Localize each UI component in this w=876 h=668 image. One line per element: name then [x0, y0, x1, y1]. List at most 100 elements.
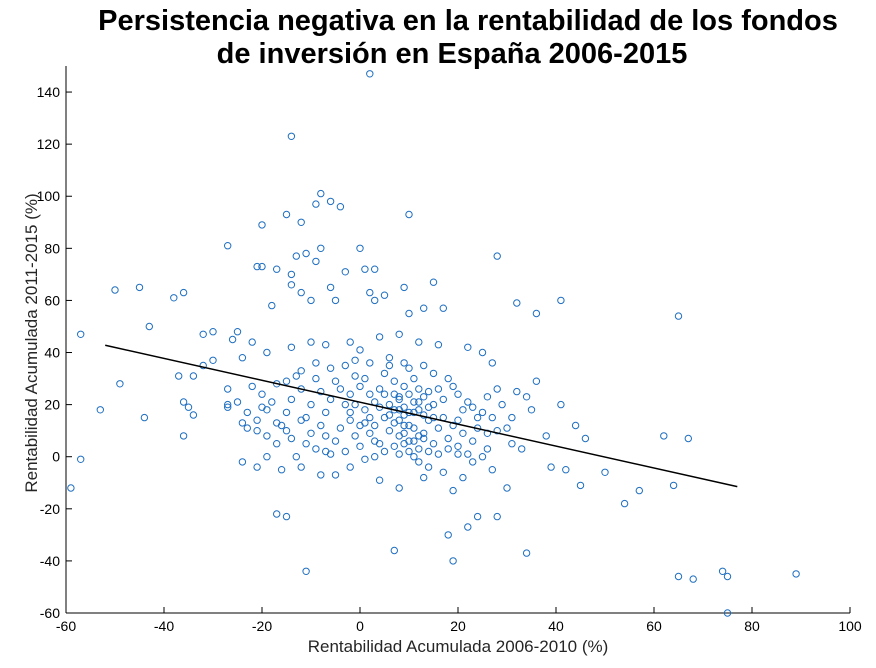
data-point: [542, 432, 550, 440]
data-point: [361, 419, 369, 427]
data-point: [410, 424, 418, 432]
data-point: [189, 372, 198, 380]
data-point: [351, 356, 359, 364]
data-point: [96, 406, 105, 414]
data-point: [263, 432, 271, 440]
data-point: [415, 398, 423, 406]
chart-title: Persistencia negativa en la rentabilidad…: [98, 5, 838, 70]
data-point: [449, 421, 457, 430]
data-point: [307, 429, 315, 437]
x-tick-label: 40: [548, 618, 564, 634]
data-point: [297, 367, 305, 375]
data-point: [400, 440, 408, 448]
data-point: [488, 359, 496, 367]
data-point: [410, 408, 418, 417]
data-point: [297, 218, 305, 227]
data-point: [434, 385, 443, 393]
data-point: [302, 249, 310, 258]
data-point: [513, 387, 521, 396]
data-point: [415, 406, 423, 414]
data-point: [410, 453, 418, 461]
data-point: [464, 398, 472, 406]
plot-area: -60 -40 -20 0 20 40 60 80 100 -60 -40 -20 0 20 40 60 80…: [37, 66, 862, 634]
data-point: [317, 189, 325, 198]
data-point: [361, 265, 369, 273]
data-point: [532, 377, 541, 385]
data-point: [400, 429, 408, 437]
data-point: [356, 346, 364, 354]
data-point: [562, 466, 570, 474]
data-point: [253, 262, 261, 271]
data-point: [224, 403, 232, 411]
data-point: [111, 286, 119, 294]
data-point: [273, 265, 281, 273]
data-point: [723, 609, 732, 617]
data-point: [385, 354, 394, 362]
data-point: [395, 416, 403, 424]
data-point: [444, 531, 452, 539]
data-point: [449, 382, 457, 391]
x-axis-label: Rentabilidad Acumulada 2006-2010 (%): [308, 637, 609, 656]
data-point: [366, 429, 374, 437]
data-point: [429, 440, 438, 448]
data-point: [297, 463, 305, 471]
data-point: [415, 445, 423, 453]
data-point: [478, 408, 487, 417]
data-point: [371, 265, 379, 273]
data-point: [439, 395, 447, 404]
data-point: [503, 484, 511, 492]
y-axis-label: Rentabilidad Acumulada 2011-2015 (%): [22, 193, 41, 492]
data-point: [400, 283, 408, 292]
data-point: [312, 257, 320, 266]
data-point: [395, 432, 403, 440]
data-point: [571, 421, 580, 430]
data-point: [282, 210, 291, 219]
data-point: [469, 403, 477, 411]
data-point: [282, 408, 291, 417]
data-point: [243, 424, 252, 432]
data-point: [464, 523, 472, 531]
data-point: [361, 455, 369, 463]
data-point: [415, 458, 423, 466]
y-tick-label: -60: [40, 605, 60, 621]
data-point: [77, 330, 85, 338]
x-tick-label: 80: [744, 618, 760, 634]
data-point: [429, 369, 438, 378]
data-point: [317, 387, 325, 396]
data-point: [326, 364, 335, 372]
data-point: [469, 458, 477, 466]
data-point: [424, 447, 433, 456]
data-point: [331, 296, 340, 305]
data-point: [434, 424, 443, 432]
data-point: [371, 437, 379, 445]
data-point: [287, 343, 296, 351]
data-point: [424, 403, 433, 411]
data-point: [336, 203, 345, 211]
data-point: [346, 338, 354, 346]
data-point: [434, 450, 443, 458]
data-point: [674, 312, 683, 320]
data-point: [361, 374, 369, 383]
trend-line: [105, 344, 738, 488]
data-point: [322, 408, 330, 417]
data-point: [209, 328, 217, 336]
data-point: [660, 432, 668, 440]
data-point: [478, 348, 487, 357]
data-point: [351, 372, 359, 380]
data-point: [674, 572, 683, 581]
data-point: [532, 309, 541, 318]
data-point: [277, 466, 286, 474]
data-point: [243, 408, 252, 417]
data-point: [292, 453, 300, 461]
data-point: [454, 442, 462, 450]
data-point: [263, 453, 271, 461]
data-point: [395, 484, 403, 492]
data-point: [493, 385, 501, 393]
data-point: [263, 348, 271, 357]
data-point: [444, 445, 452, 453]
data-point: [410, 437, 418, 445]
data-point: [601, 468, 609, 476]
data-point: [380, 369, 389, 378]
y-tick-label: 120: [37, 136, 61, 152]
data-point: [483, 445, 492, 453]
